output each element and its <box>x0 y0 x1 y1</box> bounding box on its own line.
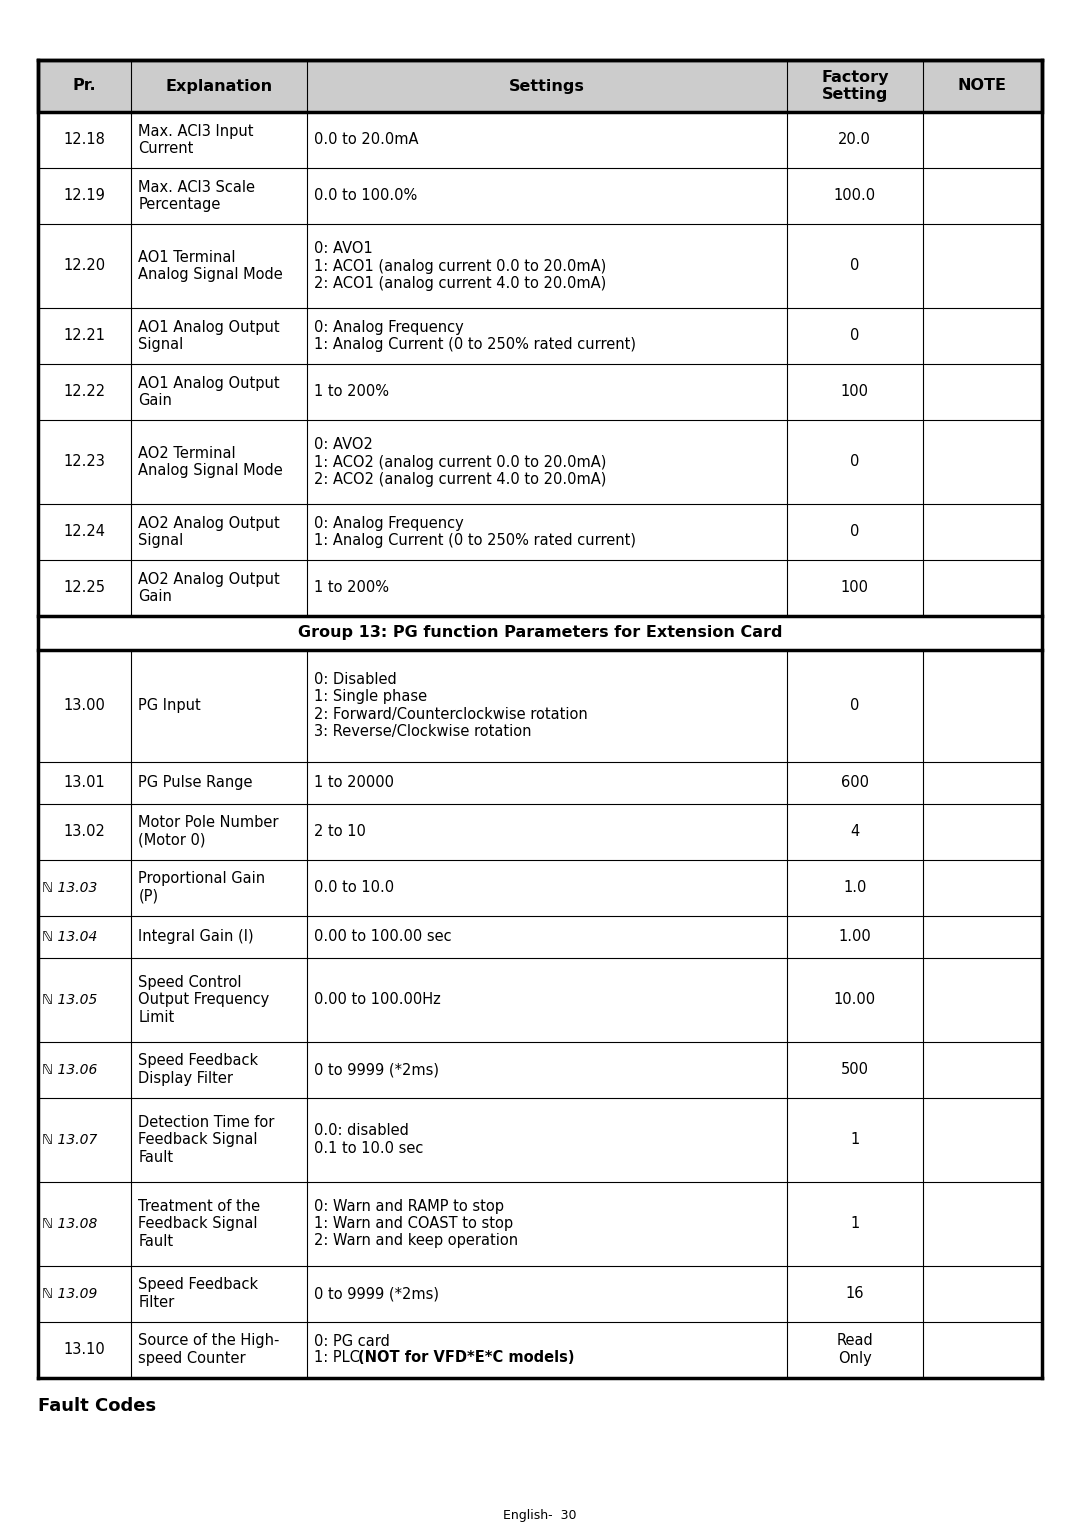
Text: ℕ 13.07: ℕ 13.07 <box>42 1132 97 1146</box>
Text: Read
Only: Read Only <box>836 1333 873 1365</box>
Text: 1.00: 1.00 <box>838 930 872 943</box>
Text: 0: Analog Frequency
1: Analog Current (0 to 250% rated current): 0: Analog Frequency 1: Analog Current (0… <box>314 515 636 548</box>
Text: AO1 Analog Output
Signal: AO1 Analog Output Signal <box>138 319 280 353</box>
Text: Proportional Gain
(P): Proportional Gain (P) <box>138 871 266 904</box>
Text: Explanation: Explanation <box>165 78 273 94</box>
Text: 600: 600 <box>840 775 868 790</box>
Text: 1 to 200%: 1 to 200% <box>314 580 389 595</box>
Text: 12.24: 12.24 <box>64 525 106 540</box>
Bar <box>38 60 1042 112</box>
Text: 0.00 to 100.00 sec: 0.00 to 100.00 sec <box>314 930 451 943</box>
Text: 0.0 to 100.0%: 0.0 to 100.0% <box>314 189 417 204</box>
Text: 0.0 to 10.0: 0.0 to 10.0 <box>314 881 394 896</box>
Text: 10.00: 10.00 <box>834 992 876 1008</box>
Text: 1: 1 <box>850 1132 860 1147</box>
Text: Pr.: Pr. <box>72 78 96 94</box>
Text: 0: PG card: 0: PG card <box>314 1335 390 1348</box>
Text: 0: 0 <box>850 525 860 540</box>
Text: Detection Time for
Feedback Signal
Fault: Detection Time for Feedback Signal Fault <box>138 1115 274 1164</box>
Text: 12.25: 12.25 <box>64 580 106 595</box>
Text: 12.20: 12.20 <box>64 259 106 273</box>
Text: 0: 0 <box>850 454 860 469</box>
Text: Motor Pole Number
(Motor 0): Motor Pole Number (Motor 0) <box>138 816 279 848</box>
Text: English-  30: English- 30 <box>503 1509 577 1523</box>
Text: 0: Disabled
1: Single phase
2: Forward/Counterclockwise rotation
3: Reverse/Cloc: 0: Disabled 1: Single phase 2: Forward/C… <box>314 672 588 739</box>
Text: 100: 100 <box>840 385 868 399</box>
Text: Settings: Settings <box>509 78 585 94</box>
Text: 12.23: 12.23 <box>64 454 106 469</box>
Text: ℕ 13.09: ℕ 13.09 <box>42 1287 97 1301</box>
Text: 0: 0 <box>850 698 860 713</box>
Text: Speed Feedback
Filter: Speed Feedback Filter <box>138 1278 258 1310</box>
Text: 100: 100 <box>840 580 868 595</box>
Text: NOTE: NOTE <box>958 78 1007 94</box>
Text: Max. ACI3 Input
Current: Max. ACI3 Input Current <box>138 124 254 156</box>
Text: 1 to 200%: 1 to 200% <box>314 385 389 399</box>
Text: AO2 Analog Output
Signal: AO2 Analog Output Signal <box>138 515 280 548</box>
Text: Group 13: PG function Parameters for Extension Card: Group 13: PG function Parameters for Ext… <box>298 626 782 640</box>
Text: 0.0 to 20.0mA: 0.0 to 20.0mA <box>314 132 419 147</box>
Text: AO1 Analog Output
Gain: AO1 Analog Output Gain <box>138 376 280 408</box>
Text: PG Pulse Range: PG Pulse Range <box>138 775 253 790</box>
Text: 0: Warn and RAMP to stop
1: Warn and COAST to stop
2: Warn and keep operation: 0: Warn and RAMP to stop 1: Warn and COA… <box>314 1198 518 1249</box>
Text: Speed Feedback
Display Filter: Speed Feedback Display Filter <box>138 1054 258 1086</box>
Text: Fault Codes: Fault Codes <box>38 1396 157 1414</box>
Text: 1: 1 <box>850 1216 860 1232</box>
Text: 1.0: 1.0 <box>843 881 866 896</box>
Text: 12.18: 12.18 <box>64 132 106 147</box>
Text: ℕ 13.08: ℕ 13.08 <box>42 1216 97 1230</box>
Text: 16: 16 <box>846 1285 864 1301</box>
Text: ℕ 13.06: ℕ 13.06 <box>42 1063 97 1077</box>
Text: ℕ 13.05: ℕ 13.05 <box>42 992 97 1006</box>
Text: AO2 Analog Output
Gain: AO2 Analog Output Gain <box>138 572 280 604</box>
Text: 0: 0 <box>850 328 860 344</box>
Text: 4: 4 <box>850 824 860 839</box>
Text: 13.01: 13.01 <box>64 775 106 790</box>
Text: Integral Gain (I): Integral Gain (I) <box>138 930 254 943</box>
Text: Speed Control
Output Frequency
Limit: Speed Control Output Frequency Limit <box>138 974 270 1025</box>
Text: 100.0: 100.0 <box>834 189 876 204</box>
Text: 0: Analog Frequency
1: Analog Current (0 to 250% rated current): 0: Analog Frequency 1: Analog Current (0… <box>314 319 636 353</box>
Text: 500: 500 <box>840 1062 868 1077</box>
Text: 2 to 10: 2 to 10 <box>314 824 366 839</box>
Text: 0.00 to 100.00Hz: 0.00 to 100.00Hz <box>314 992 441 1008</box>
Text: 0: 0 <box>850 259 860 273</box>
Text: AO1 Terminal
Analog Signal Mode: AO1 Terminal Analog Signal Mode <box>138 250 283 282</box>
Text: 0: AVO2
1: ACO2 (analog current 0.0 to 20.0mA)
2: ACO2 (analog current 4.0 to 20: 0: AVO2 1: ACO2 (analog current 0.0 to 2… <box>314 437 607 486</box>
Text: ℕ 13.04: ℕ 13.04 <box>42 930 97 943</box>
Text: 20.0: 20.0 <box>838 132 872 147</box>
Text: 12.21: 12.21 <box>64 328 106 344</box>
Text: ℕ 13.03: ℕ 13.03 <box>42 881 97 894</box>
Text: 0 to 9999 (*2ms): 0 to 9999 (*2ms) <box>314 1062 440 1077</box>
Text: 0: AVO1
1: ACO1 (analog current 0.0 to 20.0mA)
2: ACO1 (analog current 4.0 to 20: 0: AVO1 1: ACO1 (analog current 0.0 to 2… <box>314 241 606 291</box>
Text: 13.00: 13.00 <box>64 698 106 713</box>
Text: 1 to 20000: 1 to 20000 <box>314 775 394 790</box>
Text: 13.10: 13.10 <box>64 1342 106 1358</box>
Text: 0 to 9999 (*2ms): 0 to 9999 (*2ms) <box>314 1285 440 1301</box>
Bar <box>38 617 1042 649</box>
Text: 1: PLC: 1: PLC <box>314 1350 365 1365</box>
Text: 13.02: 13.02 <box>64 824 106 839</box>
Text: Treatment of the
Feedback Signal
Fault: Treatment of the Feedback Signal Fault <box>138 1198 260 1249</box>
Text: AO2 Terminal
Analog Signal Mode: AO2 Terminal Analog Signal Mode <box>138 446 283 479</box>
Text: Max. ACI3 Scale
Percentage: Max. ACI3 Scale Percentage <box>138 179 255 212</box>
Text: PG Input: PG Input <box>138 698 201 713</box>
Text: 12.19: 12.19 <box>64 189 106 204</box>
Text: Factory
Setting: Factory Setting <box>821 71 889 103</box>
Text: 12.22: 12.22 <box>64 385 106 399</box>
Text: (NOT for VFD*E*C models): (NOT for VFD*E*C models) <box>359 1350 575 1365</box>
Text: Source of the High-
speed Counter: Source of the High- speed Counter <box>138 1333 280 1365</box>
Text: 0.0: disabled
0.1 to 10.0 sec: 0.0: disabled 0.1 to 10.0 sec <box>314 1123 423 1155</box>
